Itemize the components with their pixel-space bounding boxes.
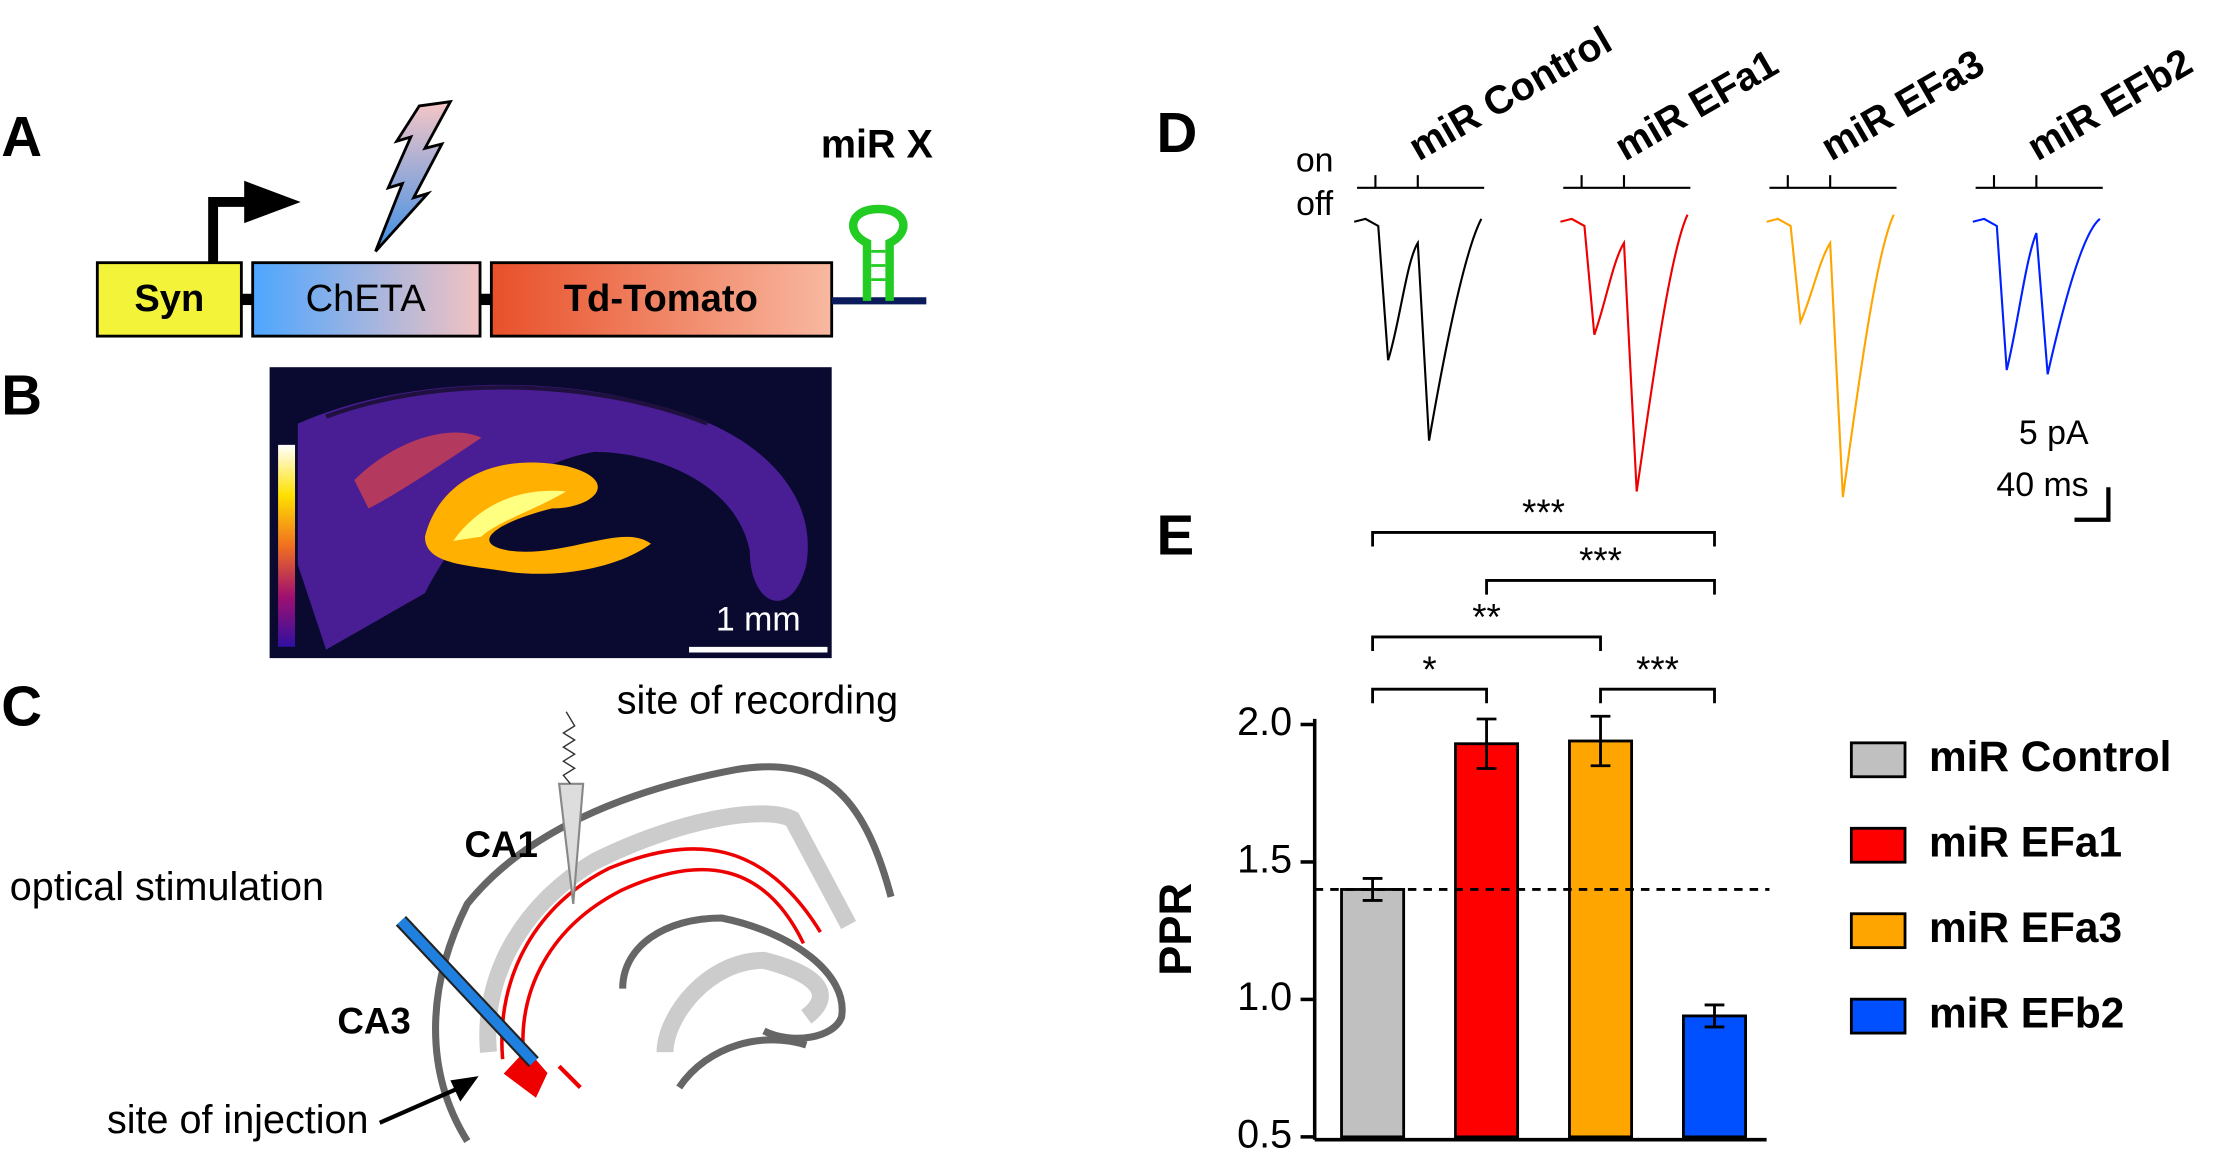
syn-box: [95, 261, 243, 338]
promoter-arrow: [208, 197, 249, 263]
trace: [1972, 175, 2103, 375]
trace: [1560, 175, 1691, 492]
tdtomato-box: [489, 261, 834, 338]
y-tick-label: 0.5: [1237, 1112, 1292, 1151]
mirna-label: miR X: [821, 122, 934, 166]
trace-line: [1972, 217, 2101, 375]
trace: [1353, 175, 1485, 441]
stim-marker: [1357, 175, 1485, 189]
light-bolt: [374, 99, 453, 253]
y-tick-label: 1.0: [1237, 975, 1292, 1019]
electrode: [557, 782, 585, 904]
significance-bracket: [1599, 687, 1716, 704]
bar: [1568, 739, 1634, 1139]
trace-line: [1766, 214, 1895, 498]
legend-swatch: [1849, 741, 1907, 779]
mossy-path: [521, 867, 806, 1060]
significance-label: ***: [1579, 540, 1622, 581]
stim-marker: [1769, 175, 1897, 189]
scale-label: 1 mm: [716, 600, 801, 638]
panel-label: D: [1157, 101, 1198, 164]
trace-line: [1353, 217, 1483, 441]
legend-label: miR EFa3: [1929, 904, 2122, 951]
ca3-core: [453, 490, 567, 541]
injected-cells: [503, 1048, 582, 1098]
legend-label: miR EFa1: [1929, 818, 2122, 865]
significance-label: ***: [1636, 649, 1679, 690]
arrow-head: [244, 180, 301, 224]
legend-swatch: [1849, 912, 1907, 950]
condition-label: miR EFa3: [1814, 41, 1992, 169]
box-label: Syn: [134, 277, 204, 320]
hilus: [676, 1036, 808, 1090]
legend-swatch: [1849, 997, 1907, 1035]
trace: [1766, 175, 1897, 498]
panel-label: B: [1, 364, 42, 427]
box-label: ChETA: [306, 277, 427, 320]
mossy-path: [500, 847, 822, 1060]
error-bar: [1590, 714, 1611, 768]
arrow: [378, 1085, 462, 1125]
significance-bracket: [1371, 635, 1602, 652]
error-bar: [1704, 1003, 1725, 1029]
y-tick-label: 2.0: [1237, 700, 1292, 744]
panel-label: C: [1, 674, 42, 737]
condition-label: miR Control: [1401, 18, 1619, 169]
error-bar: [1362, 877, 1383, 902]
dentate: [656, 951, 829, 1053]
significance-label: *: [1422, 649, 1436, 690]
significance-bracket: [1485, 579, 1716, 595]
trace-group: [1353, 175, 2103, 498]
stim-label: on: [1296, 141, 1334, 179]
error-bar: [1476, 717, 1497, 770]
stim-marker: [1975, 175, 2103, 189]
significance-label: ***: [1522, 492, 1565, 533]
legend-swatch: [1849, 826, 1907, 864]
region-label: CA1: [465, 824, 538, 865]
y-tick-label: 1.5: [1237, 837, 1292, 881]
connector: [241, 293, 253, 306]
legend-label: miR Control: [1929, 733, 2171, 780]
ca3-signal: [424, 462, 651, 574]
ca1-signal: [354, 432, 482, 509]
dentate-outline: [619, 914, 846, 1042]
trace-line: [1560, 214, 1689, 492]
scale-label: 5 pA: [2019, 414, 2089, 452]
region-label: CA3: [337, 1001, 410, 1042]
y-axis-label: PPR: [1150, 883, 1201, 976]
annotation: optical stimulation: [10, 865, 324, 909]
significance-bracket: [1371, 687, 1488, 704]
layer: [325, 385, 709, 426]
box-label: Td-Tomato: [564, 277, 758, 320]
cheta-box: [251, 261, 482, 338]
connector: [480, 293, 492, 306]
panel-label: E: [1157, 503, 1195, 566]
bar: [1454, 742, 1520, 1139]
bar: [1340, 888, 1406, 1139]
condition-label: miR EFa1: [1607, 41, 1785, 169]
pyramidal-layer: [479, 805, 857, 1053]
scale-bar: [2074, 487, 2111, 522]
significance-bracket: [1371, 531, 1716, 547]
arrow-head: [450, 1076, 479, 1102]
hairpin: [849, 204, 908, 301]
condition-label: miR EFb2: [2020, 40, 2200, 169]
annotation: site of injection: [107, 1098, 369, 1142]
colorbar: [278, 444, 296, 647]
legend-label: miR EFb2: [1929, 989, 2124, 1036]
panel-label: A: [1, 105, 42, 168]
electrode-wire: [562, 711, 576, 785]
bar: [1682, 1014, 1747, 1139]
hairpin-pairs: [871, 249, 886, 282]
stim-marker: [1563, 175, 1691, 189]
scale-label: 40 ms: [1996, 466, 2088, 504]
significance-label: **: [1472, 597, 1501, 638]
annotation: site of recording: [617, 679, 898, 723]
stim-label: off: [1296, 185, 1334, 223]
optic-fiber: [397, 917, 538, 1066]
